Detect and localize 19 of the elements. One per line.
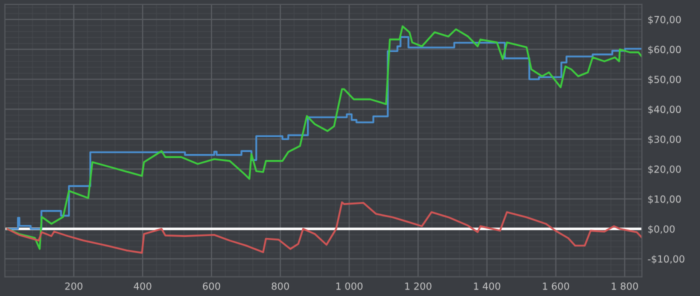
- y-tick-label: $70,00: [648, 16, 681, 25]
- x-tick-label: 1 600: [542, 282, 570, 290]
- y-tick-label: $10,00: [648, 195, 681, 204]
- y-tick-label: $30,00: [648, 135, 681, 144]
- y-tick-label: $0,00: [648, 225, 675, 234]
- x-tick-label: 800: [272, 282, 289, 290]
- x-tick-label: 600: [202, 282, 220, 290]
- x-tick-label: 1 200: [405, 282, 432, 290]
- y-tick-label: $40,00: [648, 105, 681, 114]
- y-tick-label: -$10,00: [648, 255, 684, 264]
- y-tick-label: $20,00: [648, 165, 681, 174]
- y-tick-label: $60,00: [648, 46, 681, 54]
- x-tick-label: 1 400: [474, 282, 500, 290]
- x-tick-label: 1 000: [336, 282, 362, 290]
- x-tick-label: 400: [134, 282, 152, 290]
- y-tick-label: $50,00: [648, 76, 681, 84]
- line-series: [6, 201, 642, 254]
- x-tick-label: 200: [65, 282, 82, 290]
- x-tick-label: 1 800: [612, 282, 638, 290]
